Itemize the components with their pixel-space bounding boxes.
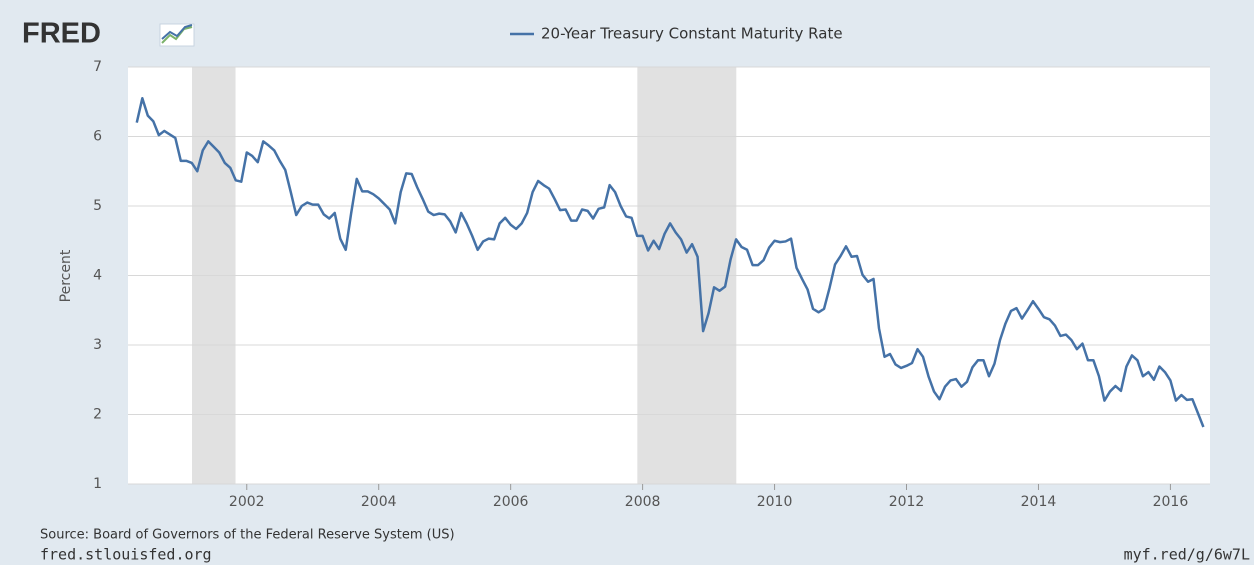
y-tick-label: 7 [93,59,102,75]
y-axis-label: Percent [58,249,74,302]
logo: FRED [22,18,101,50]
x-tick-label: 2002 [229,494,265,510]
x-tick-label: 2014 [1021,494,1057,510]
source: Source: Board of Governors of the Federa… [40,528,455,543]
logo-icon [159,23,195,47]
y-tick-label: 6 [93,129,102,145]
short-link: myf.red/g/6w7L [1124,546,1250,564]
legend-label: 20-Year Treasury Constant Maturity Rate [541,25,843,43]
x-tick-label: 2010 [757,494,793,510]
x-tick-label: 2016 [1153,494,1189,510]
y-tick-label: 4 [93,268,102,284]
y-tick-label: 2 [93,407,102,423]
x-tick-label: 2004 [361,494,397,510]
y-tick-label: 1 [93,476,102,492]
x-tick-label: 2012 [889,494,925,510]
site: fred.stlouisfed.org [40,546,212,564]
x-tick-label: 2006 [493,494,529,510]
y-tick-label: 5 [93,198,102,214]
series-line [135,97,1205,428]
y-tick-label: 3 [93,337,102,353]
x-tick-label: 2008 [625,494,661,510]
